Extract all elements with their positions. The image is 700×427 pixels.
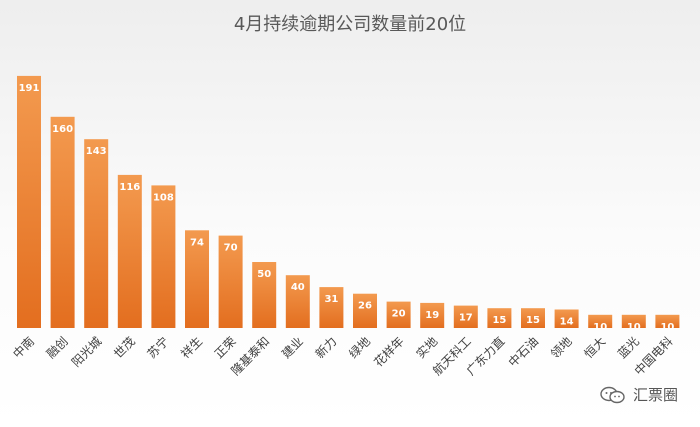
value-label: 74 — [190, 237, 204, 248]
bar-建业 — [285, 275, 310, 328]
bar-广东力直 — [487, 308, 512, 328]
value-label: 14 — [560, 317, 574, 328]
value-label: 160 — [52, 124, 73, 135]
wechat-icon — [599, 385, 627, 405]
value-label: 26 — [358, 301, 372, 312]
bar-融创 — [50, 116, 75, 328]
chart-title: 4月持续逾期公司数量前20位 — [234, 14, 466, 35]
bar-苏宁 — [151, 185, 176, 328]
bar-实地 — [420, 302, 445, 328]
bar-阳光城 — [84, 139, 109, 328]
bar-世茂 — [117, 174, 142, 328]
bar-恒大 — [588, 314, 613, 328]
value-label: 10 — [593, 322, 607, 333]
watermark-text: 汇票圈 — [632, 386, 678, 404]
bar-中南 — [17, 75, 41, 329]
bar-航天科工 — [453, 305, 478, 328]
value-label: 15 — [526, 315, 540, 326]
value-label: 19 — [425, 310, 439, 321]
value-label: 70 — [224, 243, 238, 254]
value-label: 17 — [459, 313, 473, 324]
bar-中国电科 — [655, 314, 680, 328]
value-label: 20 — [392, 309, 406, 320]
bar-绿地 — [353, 293, 377, 328]
bar-新力 — [319, 287, 344, 328]
value-label: 108 — [153, 192, 174, 203]
value-label: 10 — [627, 322, 641, 333]
bars-layer: 191 160 143 116 108 74 70 50 40 31 26 20 19 17 15 15 14 1… — [17, 75, 680, 333]
bar-隆基泰和 — [252, 262, 277, 328]
watermark: 汇票圈 — [599, 384, 678, 405]
bar-祥生 — [185, 230, 209, 328]
bar-花样年 — [386, 301, 411, 328]
value-label: 50 — [257, 269, 271, 280]
bar-蓝光 — [621, 314, 646, 328]
value-label: 40 — [291, 282, 305, 293]
value-label: 10 — [660, 322, 674, 333]
value-label: 191 — [19, 83, 40, 94]
bar-领地 — [554, 309, 579, 328]
value-label: 116 — [119, 182, 140, 193]
value-label: 31 — [324, 294, 338, 305]
value-label: 15 — [492, 315, 506, 326]
bar-正荣 — [218, 235, 243, 328]
bar-中石油 — [521, 308, 545, 328]
value-label: 143 — [86, 146, 107, 157]
